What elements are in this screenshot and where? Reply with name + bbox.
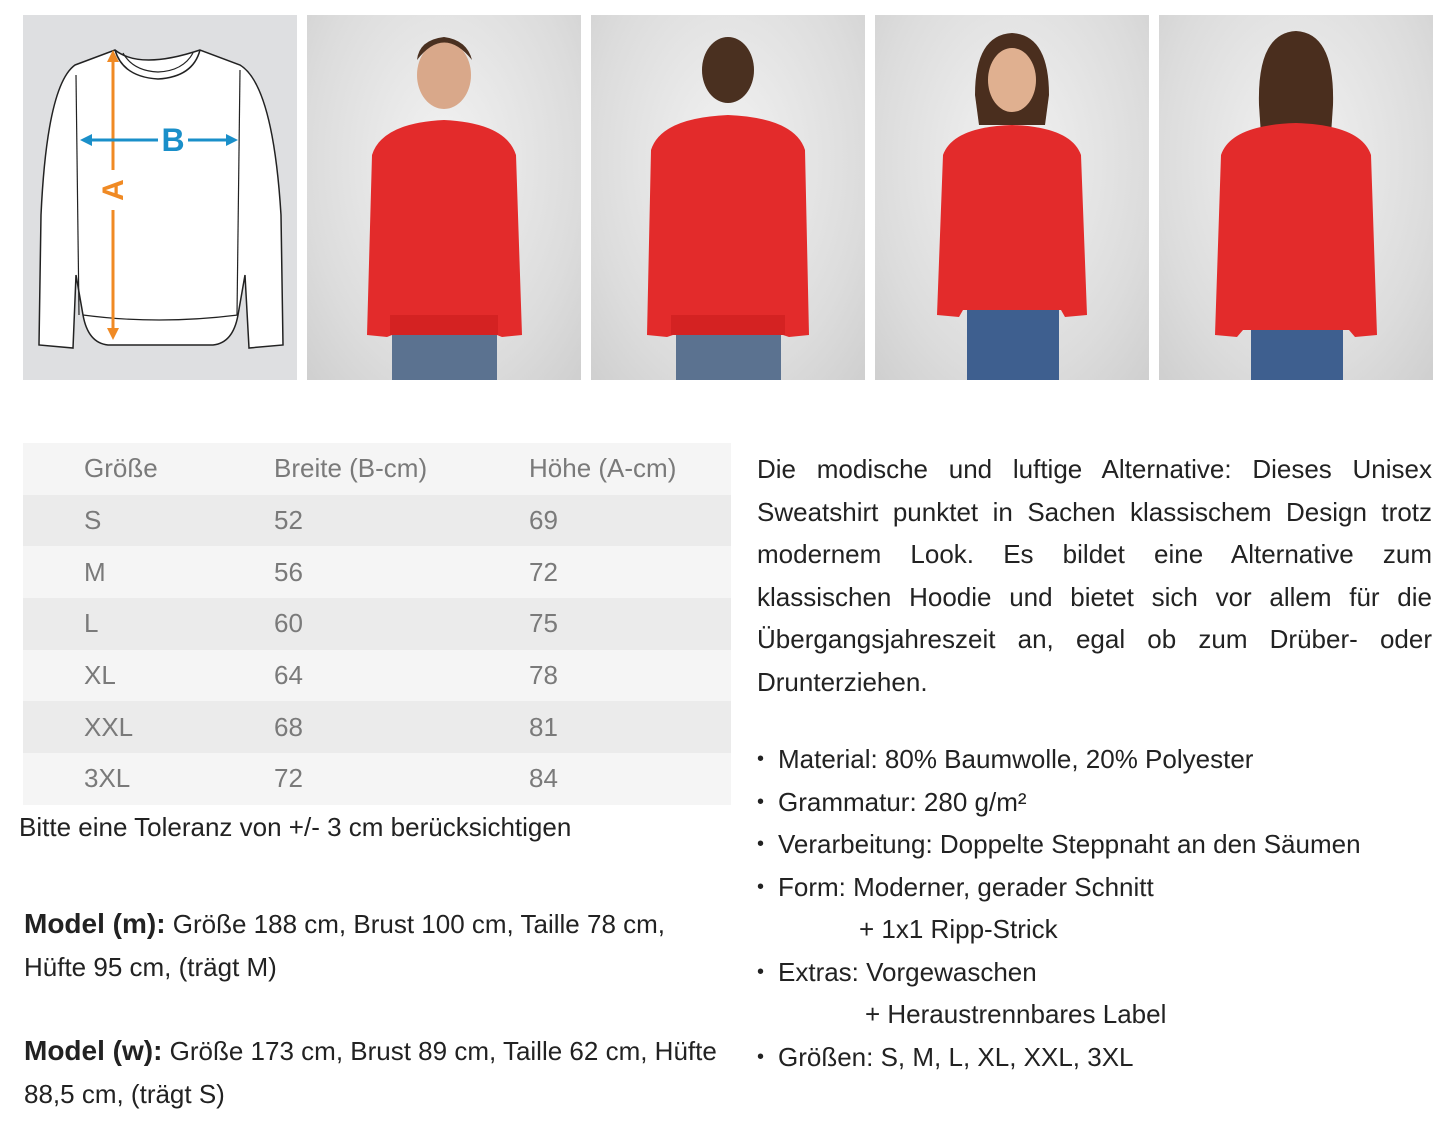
label-a: A [97, 179, 130, 201]
header-size: Größe [84, 453, 158, 484]
header-width: Breite (B-cm) [274, 453, 428, 484]
table-row: XXL 68 81 [23, 701, 731, 754]
cell-height: 81 [529, 711, 558, 742]
feature-item: Verarbeitung: Doppelte Steppnaht an den … [757, 823, 1361, 866]
feature-item: Größen: S, M, L, XL, XXL, 3XL [757, 1036, 1361, 1079]
header-height: Höhe (A-cm) [529, 453, 677, 484]
cell-size: 3XL [84, 763, 131, 794]
model-w-text: Größe 173 cm, Brust 89 cm, Taille 62 cm,… [24, 1036, 717, 1109]
feature-list: Material: 80% Baumwolle, 20% Polyester G… [757, 738, 1361, 1078]
cell-width: 72 [274, 763, 303, 794]
cell-size: S [84, 505, 102, 536]
photo-model-w-back [1159, 15, 1433, 380]
feature-item: Form: Moderner, gerader Schnitt [757, 866, 1361, 909]
cell-height: 75 [529, 608, 558, 639]
model-m-text: Größe 188 cm, Brust 100 cm, Taille 78 cm… [24, 909, 666, 982]
cell-width: 60 [274, 608, 303, 639]
photo-model-m-back [591, 15, 865, 380]
label-b: B [161, 122, 184, 158]
size-diagram: A B [23, 15, 297, 380]
table-row: XL 64 78 [23, 649, 731, 702]
model-w-label: Model (w): [24, 1035, 163, 1066]
feature-subitem: + 1x1 Ripp-Strick [859, 914, 1058, 944]
model-m-info: Model (m): Größe 188 cm, Brust 100 cm, T… [24, 903, 724, 988]
product-description: Die modische und luftige Alternative: Di… [757, 454, 1432, 697]
cell-size: XXL [84, 711, 134, 742]
tolerance-note: Bitte eine Toleranz von +/- 3 cm berücks… [19, 812, 572, 842]
feature-item: Grammatur: 280 g/m² [757, 781, 1361, 824]
cell-height: 84 [529, 763, 558, 794]
cell-size: L [84, 608, 99, 639]
cell-height: 69 [529, 505, 558, 536]
cell-width: 56 [274, 556, 303, 587]
cell-size: XL [84, 660, 116, 691]
feature-item: Material: 80% Baumwolle, 20% Polyester [757, 738, 1361, 781]
model-m-label: Model (m): [24, 908, 166, 939]
cell-width: 52 [274, 505, 303, 536]
cell-height: 78 [529, 660, 558, 691]
cell-width: 64 [274, 660, 303, 691]
table-header-row: Größe Breite (B-cm) Höhe (A-cm) [23, 443, 731, 495]
model-w-info: Model (w): Größe 173 cm, Brust 89 cm, Ta… [24, 1030, 724, 1115]
table-row: M 56 72 [23, 546, 731, 599]
feature-item: Extras: Vorgewaschen [757, 951, 1361, 994]
table-row: S 52 69 [23, 494, 731, 547]
cell-width: 68 [274, 711, 303, 742]
size-table: Größe Breite (B-cm) Höhe (A-cm) S 52 69 M 5… [23, 443, 731, 805]
photo-model-m-front [307, 15, 581, 380]
cell-size: M [84, 556, 106, 587]
photo-model-w-front [875, 15, 1149, 380]
table-row: L 60 75 [23, 598, 731, 650]
cell-height: 72 [529, 556, 558, 587]
feature-subitem: + Heraustrennbares Label [865, 999, 1167, 1029]
table-row: 3XL 72 84 [23, 753, 731, 805]
